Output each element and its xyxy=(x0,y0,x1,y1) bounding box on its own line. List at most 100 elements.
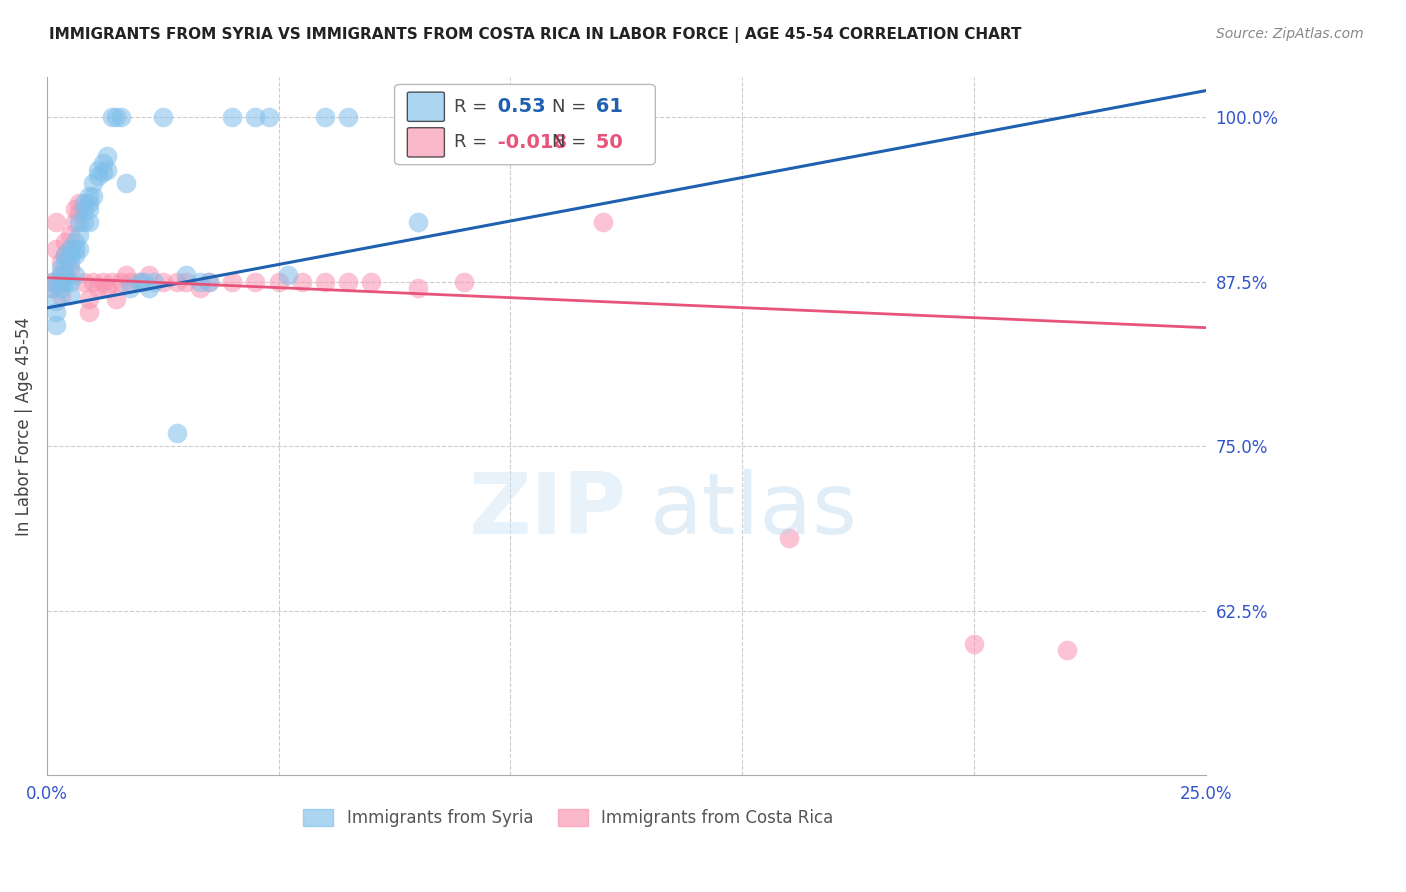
Point xyxy=(45,215,67,229)
Point xyxy=(59,242,82,256)
Text: N =: N = xyxy=(553,98,592,116)
Text: Source: ZipAtlas.com: Source: ZipAtlas.com xyxy=(1216,27,1364,41)
Text: atlas: atlas xyxy=(650,468,858,552)
Point xyxy=(91,275,114,289)
Point xyxy=(198,275,221,289)
Point xyxy=(592,215,614,229)
Point xyxy=(82,189,104,203)
Point xyxy=(82,275,104,289)
Point xyxy=(101,110,124,124)
Point xyxy=(41,281,63,295)
Point xyxy=(87,162,110,177)
Point xyxy=(166,425,188,440)
Point xyxy=(314,110,336,124)
Point xyxy=(360,275,382,289)
Point xyxy=(49,281,72,295)
Point xyxy=(45,242,67,256)
Point xyxy=(337,275,360,289)
Legend: Immigrants from Syria, Immigrants from Costa Rica: Immigrants from Syria, Immigrants from C… xyxy=(297,802,841,833)
Point xyxy=(152,275,174,289)
Point xyxy=(406,215,429,229)
Point xyxy=(138,268,160,282)
Point xyxy=(120,275,142,289)
Point xyxy=(267,275,290,289)
Point xyxy=(134,275,156,289)
Point xyxy=(453,275,475,289)
Point xyxy=(59,255,82,269)
Point xyxy=(55,235,77,249)
Point xyxy=(114,268,136,282)
Point xyxy=(55,248,77,262)
Text: IMMIGRANTS FROM SYRIA VS IMMIGRANTS FROM COSTA RICA IN LABOR FORCE | AGE 45-54 C: IMMIGRANTS FROM SYRIA VS IMMIGRANTS FROM… xyxy=(49,27,1022,43)
Point xyxy=(59,275,82,289)
Point xyxy=(77,215,100,229)
Point xyxy=(55,268,77,282)
Point xyxy=(291,275,314,289)
Point xyxy=(63,202,86,216)
Point xyxy=(49,255,72,269)
Point xyxy=(105,110,128,124)
Point xyxy=(337,110,360,124)
Point xyxy=(406,281,429,295)
Point xyxy=(142,275,165,289)
Text: R =: R = xyxy=(454,98,492,116)
Point xyxy=(188,281,211,295)
Point xyxy=(45,294,67,309)
Point xyxy=(63,242,86,256)
Point xyxy=(277,268,299,282)
Point xyxy=(59,242,82,256)
Point xyxy=(91,165,114,179)
Point xyxy=(110,110,132,124)
Point xyxy=(67,242,90,256)
Text: ZIP: ZIP xyxy=(468,468,626,552)
Y-axis label: In Labor Force | Age 45-54: In Labor Force | Age 45-54 xyxy=(15,317,32,536)
Point xyxy=(1056,643,1078,657)
Point xyxy=(96,162,118,177)
Text: N =: N = xyxy=(553,134,592,152)
Point xyxy=(73,215,96,229)
Point xyxy=(245,275,267,289)
Point xyxy=(73,195,96,210)
Point xyxy=(63,215,86,229)
Point xyxy=(259,110,281,124)
Text: 50: 50 xyxy=(589,133,623,152)
Point xyxy=(41,281,63,295)
Point xyxy=(63,235,86,249)
Point xyxy=(120,281,142,295)
Point xyxy=(73,275,96,289)
Point xyxy=(41,275,63,289)
Point xyxy=(152,110,174,124)
Point xyxy=(63,248,86,262)
Point xyxy=(174,275,197,289)
Point xyxy=(67,195,90,210)
Text: -0.018: -0.018 xyxy=(491,133,567,152)
Point xyxy=(41,275,63,289)
Point xyxy=(63,268,86,282)
Point xyxy=(55,255,77,269)
Point xyxy=(245,110,267,124)
Point xyxy=(67,215,90,229)
Point xyxy=(87,169,110,184)
Point xyxy=(55,275,77,289)
Point xyxy=(114,176,136,190)
Point xyxy=(45,318,67,332)
Point xyxy=(55,268,77,282)
Text: 61: 61 xyxy=(589,97,623,116)
Point xyxy=(314,275,336,289)
Point xyxy=(188,275,211,289)
Point xyxy=(101,275,124,289)
Point xyxy=(221,275,243,289)
Point xyxy=(77,189,100,203)
Point xyxy=(73,202,96,216)
Point xyxy=(59,287,82,301)
FancyBboxPatch shape xyxy=(408,128,444,157)
Point xyxy=(49,268,72,282)
Point xyxy=(138,281,160,295)
FancyBboxPatch shape xyxy=(408,92,444,121)
Point xyxy=(67,228,90,243)
Point xyxy=(49,275,72,289)
Point xyxy=(87,281,110,295)
Point xyxy=(198,275,221,289)
Point xyxy=(49,287,72,301)
Point xyxy=(49,275,72,289)
